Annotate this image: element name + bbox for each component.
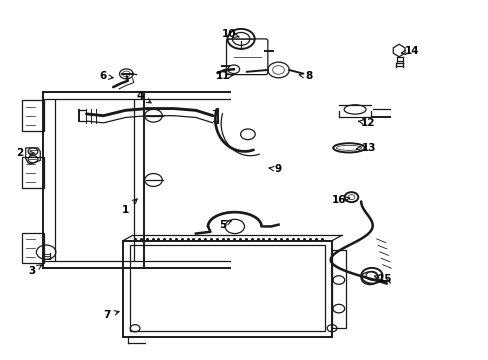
Text: 15: 15 (374, 274, 392, 284)
Bar (331, 249, 345, 328)
Text: 5: 5 (219, 220, 231, 230)
Text: 2: 2 (16, 148, 34, 158)
Bar (122, 241, 331, 337)
Text: 16: 16 (331, 195, 349, 204)
Text: 4: 4 (136, 91, 151, 103)
Text: 10: 10 (221, 28, 239, 39)
Text: 1: 1 (122, 199, 137, 215)
Text: 11: 11 (215, 71, 232, 81)
Text: 3: 3 (28, 265, 41, 276)
Text: 9: 9 (268, 164, 282, 174)
Text: 14: 14 (401, 46, 419, 57)
Text: 12: 12 (358, 118, 375, 128)
Text: 8: 8 (299, 71, 312, 81)
Text: 7: 7 (103, 310, 119, 320)
Bar (130, 245, 324, 331)
Text: 13: 13 (356, 143, 376, 153)
Text: 6: 6 (99, 71, 113, 81)
